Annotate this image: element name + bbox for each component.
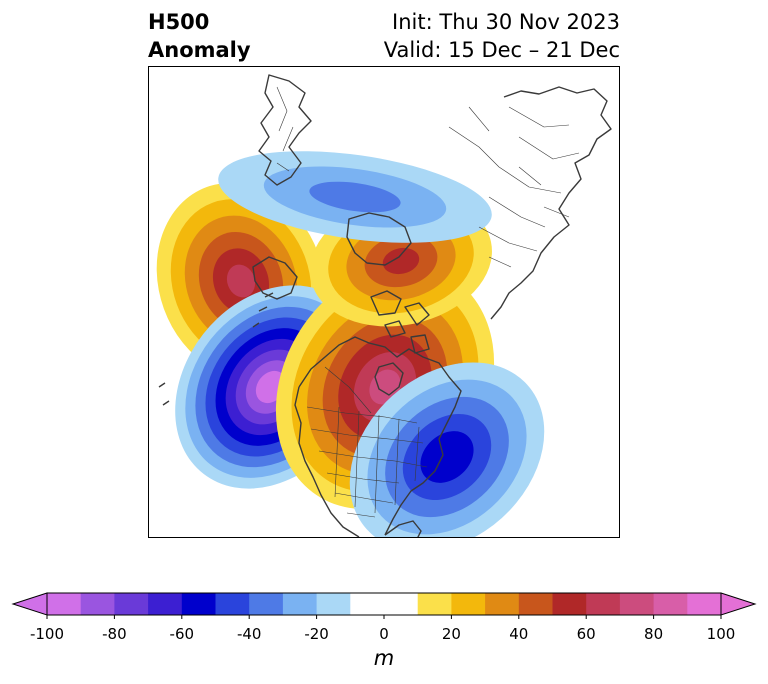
colorbar-bin-12 xyxy=(485,593,520,615)
coastline-europe xyxy=(258,74,312,186)
colorbar-bin-14 xyxy=(552,593,587,615)
coastline-hudson-bay xyxy=(374,362,404,396)
colorbar-bin-3 xyxy=(148,593,183,615)
colorbar xyxy=(11,592,757,619)
coastline-west-america xyxy=(294,386,360,537)
coastline-gulf xyxy=(384,520,422,537)
colorbar-tick-label: 60 xyxy=(576,625,596,643)
contour-arctic-ridge-50 xyxy=(382,247,420,275)
colorbar-bin-4 xyxy=(181,593,216,615)
colorbar-bin-10 xyxy=(417,593,452,615)
colorbar-bin-16 xyxy=(619,593,654,615)
colorbar-bin-13 xyxy=(518,593,553,615)
colorbar-extend-min xyxy=(11,592,48,616)
contour-atlantic-trough-50 xyxy=(420,431,474,483)
coastline-eurasia xyxy=(490,86,612,320)
anomaly-map xyxy=(156,74,612,537)
colorbar-bin-0 xyxy=(47,593,82,615)
map-title: H500 Anomaly xyxy=(148,8,251,64)
map-title-line2: Anomaly xyxy=(148,38,251,62)
colorbar-tick-label: 0 xyxy=(379,625,389,643)
map-title-line1: H500 xyxy=(148,10,210,34)
country-borders-europe xyxy=(276,86,294,172)
anomaly-shading-layer xyxy=(156,151,545,537)
colorbar-tick-label: -20 xyxy=(304,625,329,643)
colorbar-bin-6 xyxy=(249,593,284,615)
map-panel xyxy=(148,66,620,538)
coastline-arctic-islands xyxy=(370,290,430,354)
colorbar-extend-max xyxy=(720,592,757,616)
coastline-alaska xyxy=(252,256,298,300)
colorbar-tick-label: -100 xyxy=(29,625,65,643)
colorbar-bin-18 xyxy=(687,593,722,615)
anomaly-polar-trough xyxy=(218,151,492,243)
colorbar-bin-5 xyxy=(215,593,250,615)
colorbar-bin-2 xyxy=(114,593,149,615)
colorbar-bin-15 xyxy=(586,593,621,615)
coastline-north-america xyxy=(298,336,462,536)
colorbar-tick-label: -80 xyxy=(102,625,127,643)
colorbar-tick-label: 20 xyxy=(441,625,461,643)
valid-time: Init: Thu 30 Nov 2023 Valid: 15 Dec – 21… xyxy=(384,8,620,64)
colorbar-bin-1 xyxy=(80,593,115,615)
coastline-layer xyxy=(158,74,612,537)
colorbar-bin-11 xyxy=(451,593,486,615)
colorbar-bin-17 xyxy=(653,593,688,615)
coastline-greenland xyxy=(346,212,412,266)
colorbar-tick-label: -40 xyxy=(236,625,262,643)
colorbar-tick-label: -60 xyxy=(169,625,195,643)
init-time-label: Init: Thu 30 Nov 2023 xyxy=(392,10,620,34)
colorbar-bin-9 xyxy=(350,593,419,615)
valid-range-label: Valid: 15 Dec – 21 Dec xyxy=(383,38,620,62)
colorbar-bin-7 xyxy=(282,593,317,615)
contour-pacific-ridge-60 xyxy=(226,264,256,298)
colorbar-tick-label: 40 xyxy=(509,625,529,643)
country-borders-eurasia xyxy=(448,106,580,268)
borders-north-america xyxy=(306,366,428,518)
colorbar-tick-label: 100 xyxy=(706,625,736,643)
contour-polar-trough-30 xyxy=(309,181,401,213)
colorbar-bin-8 xyxy=(316,593,351,615)
colorbar-unit-label: m xyxy=(373,646,395,670)
colorbar-tick-label: 80 xyxy=(644,625,664,643)
